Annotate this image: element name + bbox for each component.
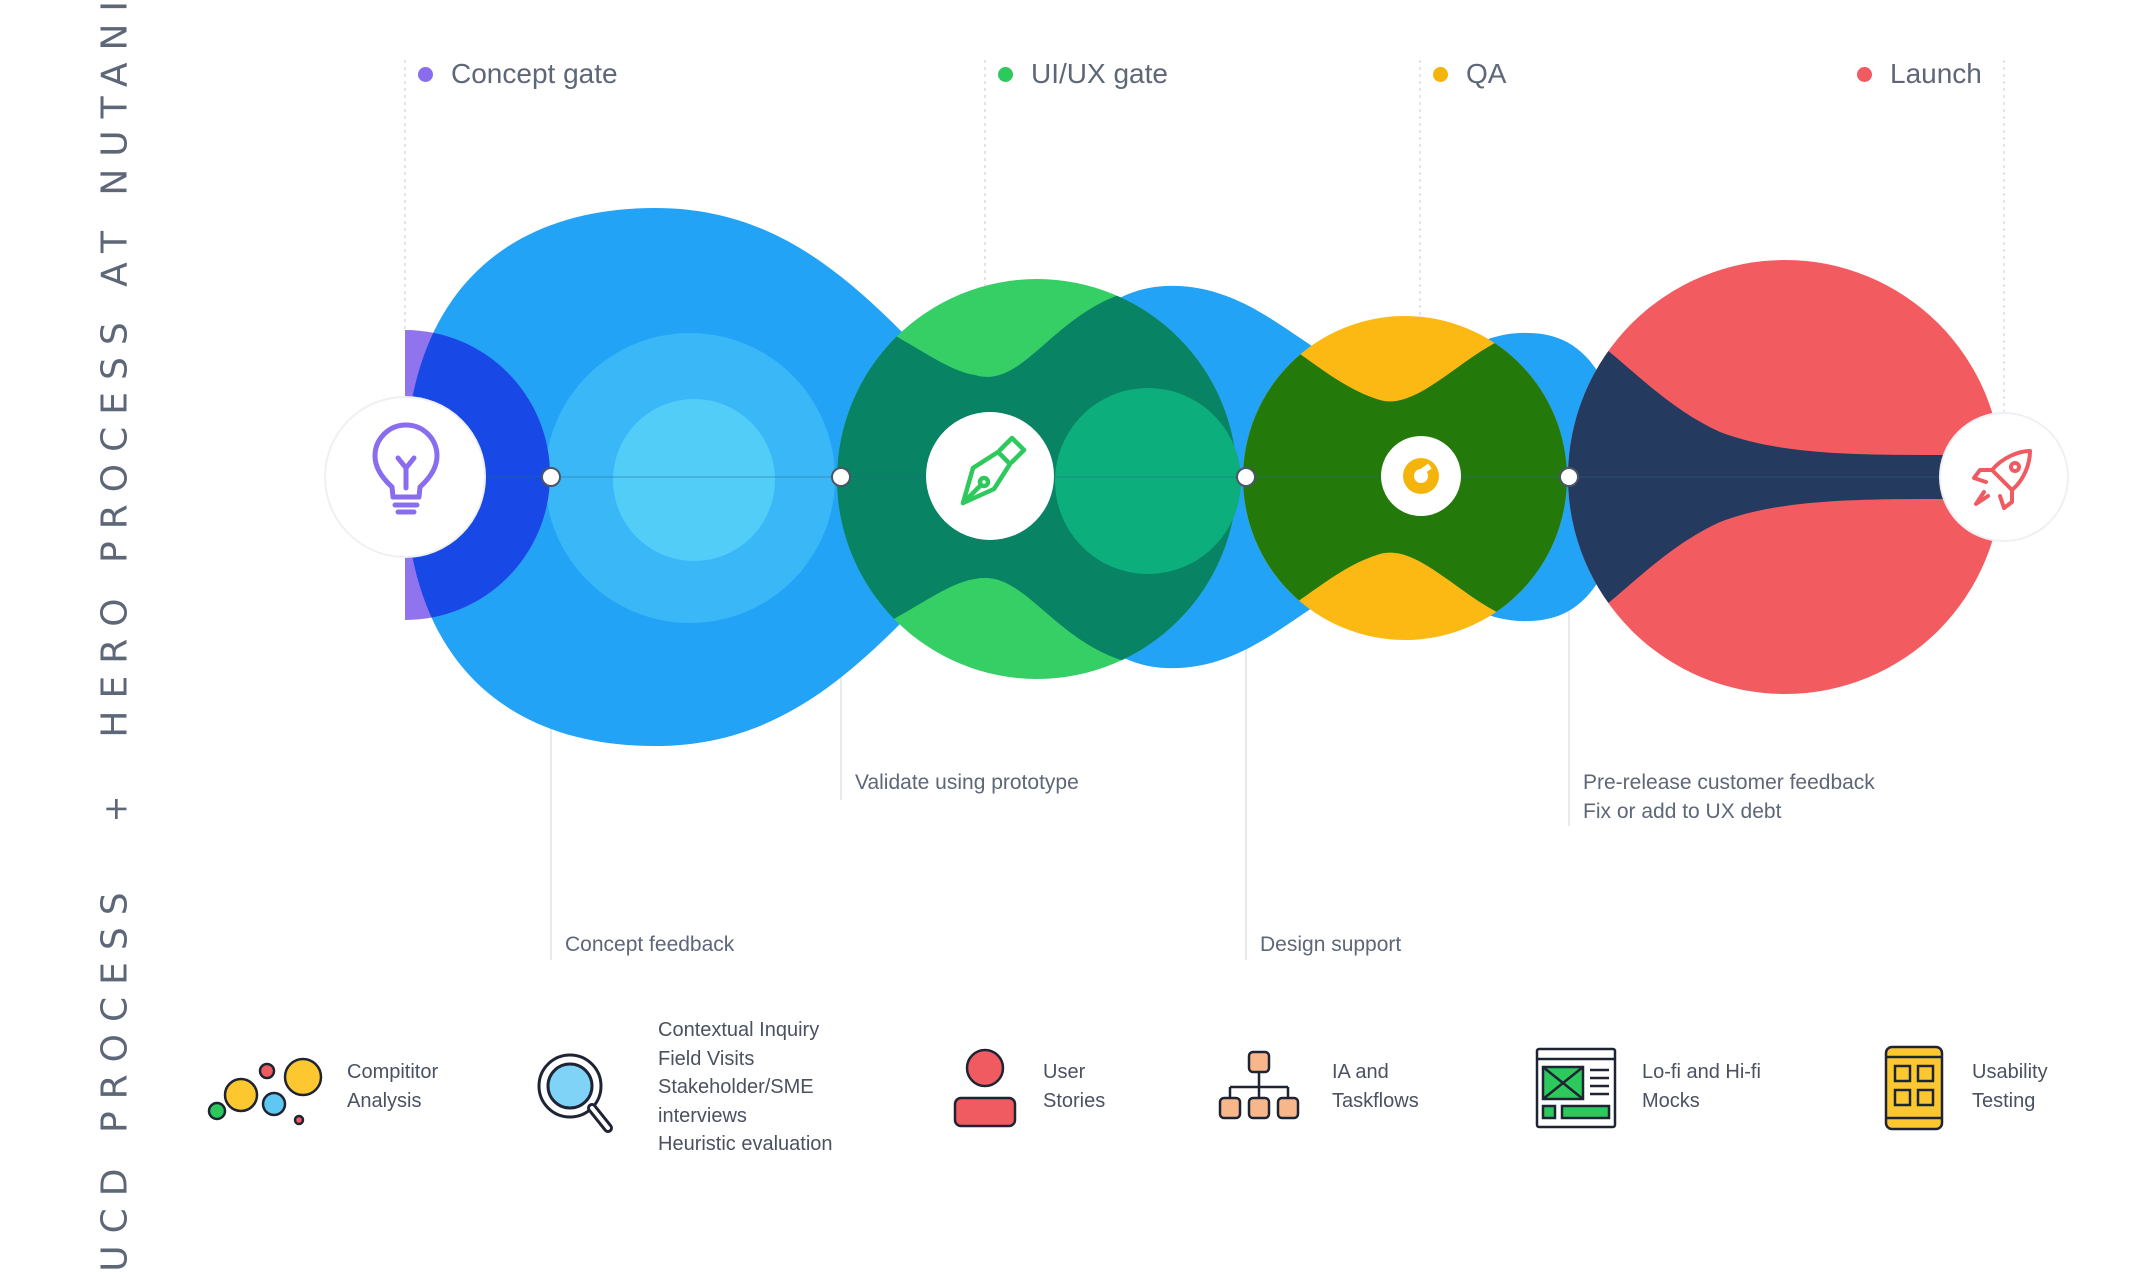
gate-label: Concept gate <box>451 58 618 89</box>
rocket-icon <box>1972 449 2032 510</box>
tool-label-line: User <box>1043 1061 1086 1083</box>
tool-label-line: Heuristic evaluation <box>658 1133 833 1155</box>
gate-launch: Launch <box>1857 58 1982 90</box>
concept-ring-inner <box>613 399 775 561</box>
tool-label-line: Field Visits <box>658 1047 755 1070</box>
checkpoint-dot-1 <box>541 467 561 487</box>
annotation-prerelease-line2: Fix or add to UX debt <box>1583 800 1782 823</box>
user-icon <box>953 1048 1017 1128</box>
milestone-wrench[interactable] <box>1381 436 1461 516</box>
tool-label-line: Lo-fi and Hi-fi <box>1642 1061 1761 1083</box>
gate-label: UI/UX gate <box>1031 58 1168 89</box>
tool-label-line: Usability <box>1972 1061 2048 1083</box>
milestone-pen[interactable] <box>926 412 1054 540</box>
launch-gate-dot-icon <box>1857 66 1872 82</box>
tool-label-line: Mocks <box>1642 1089 1700 1112</box>
side-title-part2: HERO PROCESS AT NUTANIX <box>94 0 136 738</box>
annotation-prerelease-line1: Pre-release customer feedback <box>1583 771 1875 794</box>
tool-label-line: Taskflows <box>1332 1089 1419 1112</box>
red-overlap-shape <box>1568 320 2002 634</box>
tool-usability-testing: Usability Testing <box>1972 1058 2048 1115</box>
gate-label: QA <box>1466 58 1507 89</box>
tool-user-research: Contextual Inquiry Field Visits Stakehol… <box>658 1016 833 1159</box>
side-title: UCD PROCESS + HERO PROCESS AT NUTANIX <box>95 0 136 1272</box>
green-inner-circle <box>1055 388 1241 574</box>
tool-label-line: Stakeholder/SME <box>658 1076 814 1098</box>
checkpoint-dot-4 <box>1559 467 1579 487</box>
process-diagram <box>207 60 2069 1133</box>
gate-concept: Concept gate <box>418 58 618 90</box>
tool-user-stories: User Stories <box>1043 1058 1105 1115</box>
gate-label: Launch <box>1890 58 1982 89</box>
annotation-concept-feedback: Concept feedback <box>565 933 735 956</box>
tool-label-line: Testing <box>1972 1089 2036 1112</box>
side-title-part1: UCD PROCESS <box>94 880 136 1272</box>
bubbles-icon <box>207 1057 323 1126</box>
annotation-prerelease: Pre-release customer feedback Fix or add… <box>1583 768 1875 826</box>
wrench-icon <box>1403 458 1439 494</box>
annotation-design-support: Design support <box>1260 933 1402 956</box>
tool-label: IA and Taskflows <box>1332 1058 1419 1115</box>
tool-label-line: Analysis <box>347 1089 422 1112</box>
tool-label-line: Stories <box>1043 1089 1106 1112</box>
lightbulb-icon <box>372 422 440 515</box>
tool-ia-taskflows: IA and Taskflows <box>1332 1058 1419 1115</box>
annotation-validate-prototype: Validate using prototype <box>855 771 1079 794</box>
magnifier-icon <box>537 1053 613 1133</box>
hierarchy-icon <box>1218 1050 1300 1120</box>
gate-qa: QA <box>1433 58 1506 90</box>
tool-label-line: interviews <box>658 1104 747 1127</box>
tool-label: Compititor Analysis <box>347 1058 438 1115</box>
tool-mocks: Lo-fi and Hi-fi Mocks <box>1642 1058 1761 1115</box>
pen-nib-icon <box>960 435 1027 506</box>
checkpoint-dots <box>541 467 1579 487</box>
side-title-plus: + <box>96 795 135 823</box>
concept-gate-dot-icon <box>418 66 433 82</box>
tool-label-line: Compititor <box>347 1061 439 1083</box>
tool-label-line: Contextual Inquiry <box>658 1019 820 1041</box>
mobile-grid-icon <box>1884 1045 1944 1131</box>
tool-label-line: IA and <box>1332 1061 1389 1083</box>
tool-label: Lo-fi and Hi-fi Mocks <box>1642 1058 1761 1115</box>
tool-label: Usability Testing <box>1972 1058 2048 1115</box>
checkpoint-dot-3 <box>1236 467 1256 487</box>
uiux-gate-dot-icon <box>998 66 1013 82</box>
tool-label: Contextual Inquiry Field Visits Stakehol… <box>658 1016 833 1159</box>
milestone-rocket[interactable] <box>1939 412 2069 542</box>
wireframe-icon <box>1535 1047 1617 1129</box>
gate-guide-lines <box>404 60 2005 420</box>
qa-gate-dot-icon <box>1433 66 1448 82</box>
checkpoint-dot-2 <box>831 467 851 487</box>
tool-label: User Stories <box>1043 1058 1105 1115</box>
tool-icons <box>207 1045 1944 1133</box>
tool-competitor-analysis: Compititor Analysis <box>347 1058 438 1115</box>
milestone-lightbulb[interactable] <box>324 396 486 558</box>
gate-uiux: UI/UX gate <box>998 58 1168 90</box>
